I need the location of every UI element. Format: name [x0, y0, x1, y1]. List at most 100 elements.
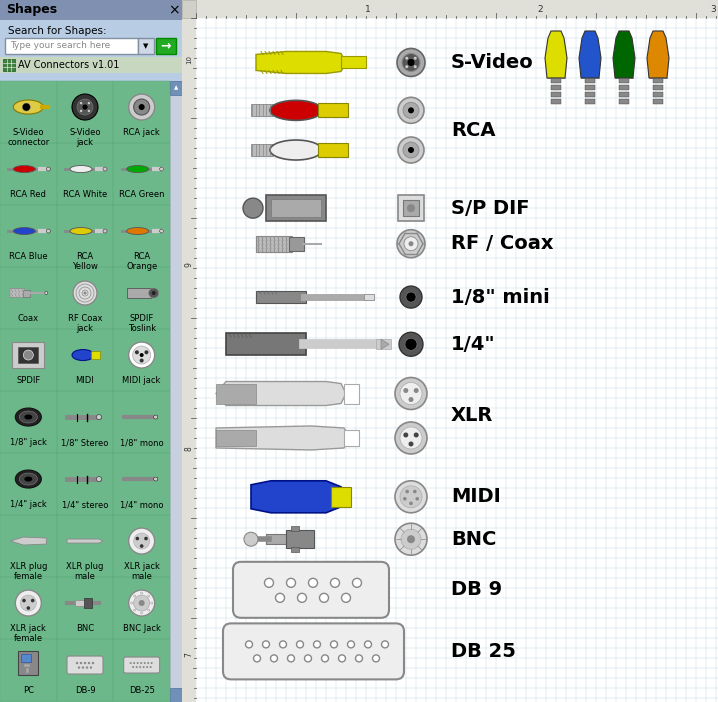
Bar: [0, 0, 182, 20]
Circle shape: [395, 378, 427, 409]
Circle shape: [130, 662, 131, 664]
Text: ▲: ▲: [174, 86, 178, 91]
Bar: [0, 205, 57, 267]
Bar: [113, 205, 170, 267]
Circle shape: [401, 529, 421, 549]
Bar: [256, 291, 306, 303]
Bar: [57, 267, 113, 329]
Circle shape: [414, 65, 416, 68]
Circle shape: [338, 655, 345, 662]
Circle shape: [309, 578, 317, 588]
Circle shape: [136, 662, 139, 664]
Text: 1/4" mono: 1/4" mono: [120, 500, 164, 509]
Circle shape: [276, 593, 284, 602]
Circle shape: [133, 346, 151, 364]
Bar: [318, 143, 348, 157]
Circle shape: [297, 641, 304, 648]
Bar: [0, 267, 57, 329]
Bar: [113, 515, 170, 577]
Polygon shape: [579, 31, 601, 78]
Text: 3: 3: [710, 4, 716, 13]
Circle shape: [154, 415, 158, 419]
Circle shape: [400, 286, 422, 308]
FancyBboxPatch shape: [10, 289, 25, 298]
Circle shape: [132, 666, 134, 668]
Polygon shape: [256, 51, 346, 74]
Circle shape: [136, 537, 139, 541]
Circle shape: [399, 332, 423, 357]
FancyBboxPatch shape: [233, 562, 389, 618]
Bar: [57, 577, 113, 639]
Circle shape: [20, 595, 37, 611]
Circle shape: [409, 442, 414, 446]
Circle shape: [406, 490, 409, 494]
Text: S-Video: S-Video: [451, 53, 533, 72]
Bar: [585, 99, 595, 104]
Bar: [113, 143, 170, 205]
Circle shape: [365, 641, 371, 648]
Text: RCA Blue: RCA Blue: [9, 252, 47, 261]
Circle shape: [82, 104, 88, 110]
Bar: [0, 515, 57, 577]
Bar: [113, 329, 170, 391]
Text: ▼: ▼: [144, 43, 149, 49]
Circle shape: [414, 432, 419, 437]
Circle shape: [144, 662, 146, 664]
Bar: [113, 391, 170, 453]
Bar: [126, 288, 151, 298]
Ellipse shape: [72, 350, 94, 361]
Circle shape: [140, 353, 144, 357]
Circle shape: [395, 422, 427, 454]
Bar: [84, 598, 92, 608]
Circle shape: [149, 288, 159, 298]
Circle shape: [263, 641, 269, 648]
Circle shape: [405, 57, 409, 60]
Circle shape: [90, 666, 92, 669]
FancyBboxPatch shape: [223, 623, 404, 680]
Circle shape: [404, 432, 409, 437]
Circle shape: [348, 641, 355, 648]
Circle shape: [416, 497, 419, 501]
Ellipse shape: [270, 100, 322, 120]
Circle shape: [140, 662, 142, 664]
Circle shape: [134, 99, 149, 115]
Bar: [57, 329, 113, 391]
Text: AV Connectors v1.01: AV Connectors v1.01: [18, 60, 119, 70]
Circle shape: [147, 662, 149, 664]
Bar: [619, 92, 629, 97]
Text: RCA
Yellow: RCA Yellow: [72, 252, 98, 271]
Bar: [619, 78, 629, 83]
Bar: [619, 85, 629, 90]
Circle shape: [342, 593, 350, 602]
Bar: [0, 81, 170, 702]
Text: 1: 1: [365, 4, 371, 13]
Circle shape: [320, 593, 329, 602]
Circle shape: [144, 350, 149, 355]
Text: 1/8" jack: 1/8" jack: [10, 438, 47, 447]
Circle shape: [136, 666, 138, 668]
Circle shape: [304, 655, 312, 662]
Circle shape: [414, 388, 419, 393]
Circle shape: [96, 477, 101, 482]
Bar: [0, 639, 57, 701]
Text: MIDI: MIDI: [451, 487, 500, 506]
Bar: [170, 81, 182, 95]
Polygon shape: [613, 31, 635, 78]
Circle shape: [129, 528, 154, 554]
Polygon shape: [251, 481, 341, 512]
Text: RCA: RCA: [451, 121, 495, 140]
Bar: [344, 383, 359, 404]
Circle shape: [143, 666, 144, 668]
Polygon shape: [10, 537, 47, 545]
Circle shape: [96, 415, 101, 420]
Circle shape: [85, 666, 88, 669]
Circle shape: [398, 137, 424, 163]
Circle shape: [314, 641, 320, 648]
Bar: [551, 99, 561, 104]
Text: XLR: XLR: [451, 406, 493, 425]
Circle shape: [408, 147, 414, 153]
Circle shape: [403, 102, 419, 119]
Circle shape: [77, 99, 93, 115]
Circle shape: [407, 535, 415, 543]
Bar: [27, 668, 29, 673]
